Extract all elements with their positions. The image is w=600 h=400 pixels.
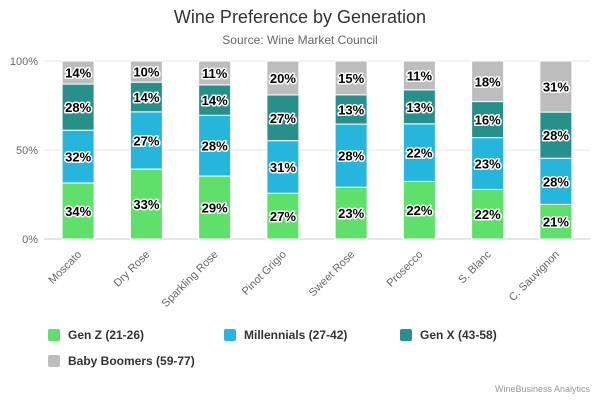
data-label: 33%: [133, 197, 159, 212]
bar-segment: [61, 60, 95, 85]
bar-segment: [471, 101, 505, 139]
bar-segment: [471, 188, 505, 240]
bar-segment: [129, 60, 163, 83]
credits[interactable]: WineBusiness Analytics: [494, 384, 590, 394]
data-label: 28%: [65, 100, 91, 115]
bar-segment: [539, 111, 573, 159]
data-label: 27%: [270, 209, 296, 224]
bar-segment: [266, 140, 300, 194]
x-tick-label: Prosecco: [385, 249, 426, 290]
chart-title: Wine Preference by Generation: [173, 7, 427, 27]
x-tick-label: C. Sauvignon: [507, 249, 562, 304]
data-label: 13%: [406, 100, 432, 115]
data-label: 22%: [475, 207, 501, 222]
bar-segment: [539, 157, 573, 205]
data-label: 28%: [543, 128, 569, 143]
data-label: 18%: [475, 74, 501, 89]
bar-segment: [334, 60, 368, 96]
data-label: 11%: [407, 68, 433, 83]
x-tick-label: S. Blanc: [456, 248, 494, 286]
legend-item-gen-z[interactable]: Gen Z (21-26): [48, 328, 144, 342]
legend-label: Gen X (43-58): [420, 328, 497, 342]
data-label: 27%: [270, 111, 296, 126]
data-label: 22%: [406, 146, 432, 161]
bar-segment: [198, 84, 232, 116]
data-label: 20%: [270, 71, 296, 86]
legend-label: Gen Z (21-26): [68, 328, 145, 342]
data-label: 22%: [406, 203, 432, 218]
legend-swatch: [224, 329, 236, 341]
data-label: 28%: [543, 174, 569, 189]
data-label: 31%: [543, 80, 569, 95]
data-label: 28%: [338, 149, 364, 164]
data-label: 32%: [65, 150, 91, 165]
data-label: 10%: [133, 65, 159, 80]
legend: Gen Z (21-26) Millennials (27-42) Gen X …: [48, 324, 568, 374]
data-label: 14%: [202, 93, 228, 108]
data-label: 15%: [338, 71, 364, 86]
data-label: 34%: [65, 204, 91, 219]
bar-segment: [198, 114, 232, 177]
bar-segment: [266, 192, 300, 240]
x-tick-label: Sparkling Rose: [160, 249, 221, 310]
chart-subtitle: Source: Wine Market Council: [222, 33, 378, 47]
stacked-bar-chart: 0% 50% 100% 34% 32% 28% 14% Moscato 33% 27% 14% 10%…: [10, 56, 590, 310]
data-label: 16%: [475, 113, 501, 128]
bar-segment: [198, 60, 232, 86]
data-label: 29%: [202, 201, 228, 216]
data-label: 31%: [270, 160, 296, 175]
legend-swatch: [48, 355, 60, 367]
bar-segment: [266, 60, 300, 96]
legend-label: Millennials (27-42): [244, 328, 348, 342]
bar-segment: [198, 175, 232, 240]
bar-segment: [61, 83, 95, 131]
y-tick-label: 100%: [10, 56, 38, 68]
data-label: 28%: [202, 139, 228, 154]
y-tick-label: 50%: [16, 145, 38, 157]
bar-segment: [402, 60, 436, 91]
legend-swatch: [400, 329, 412, 341]
data-label: 14%: [65, 66, 91, 81]
legend-item-baby-boomers[interactable]: Baby Boomers (59-77): [48, 354, 195, 368]
data-label: 13%: [338, 102, 364, 117]
data-label: 23%: [338, 206, 364, 221]
bar-segment: [61, 129, 95, 184]
x-tick-label: Pinot Grigio: [240, 249, 289, 298]
bar-segment: [539, 60, 573, 113]
legend-swatch: [48, 329, 60, 341]
y-tick-label: 0%: [22, 234, 38, 246]
bar-segment: [471, 60, 505, 103]
legend-item-millennials[interactable]: Millennials (27-42): [224, 328, 347, 342]
x-tick-label: Dry Rose: [112, 249, 153, 290]
data-label: 11%: [202, 66, 228, 81]
bar-segment: [402, 123, 436, 182]
legend-label: Baby Boomers (59-77): [68, 354, 195, 368]
bar-segment: [334, 186, 368, 240]
x-tick-label: Sweet Rose: [307, 249, 357, 299]
x-tick-label: Moscato: [46, 249, 84, 287]
bar-segment: [334, 123, 368, 188]
bar-segment: [539, 203, 573, 240]
data-label: 14%: [133, 90, 159, 105]
bar-segment: [402, 180, 436, 240]
data-label: 27%: [133, 133, 159, 148]
data-label: 21%: [543, 215, 569, 230]
bar-segment: [266, 94, 300, 142]
legend-item-gen-x[interactable]: Gen X (43-58): [400, 328, 497, 342]
data-label: 23%: [475, 157, 501, 172]
